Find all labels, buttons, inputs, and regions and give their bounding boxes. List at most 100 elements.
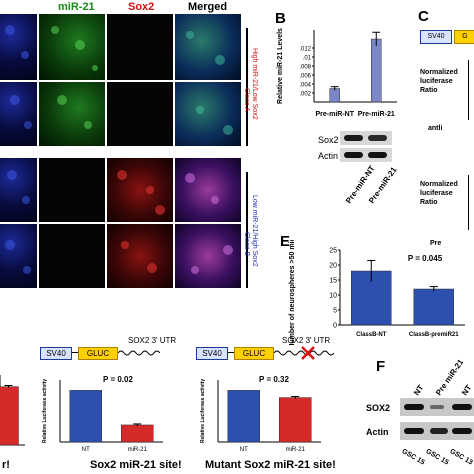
micrograph-mir21-b1 [39,158,105,222]
panel-c-xcut-2: Pre [430,240,442,247]
panel-e-letter: E [280,233,291,250]
y-axis-label: Relative Luciferase activity [42,379,48,443]
sox2-column-label: Sox2 [128,1,155,13]
micrograph-sox2-a2 [107,82,173,146]
panel-b-chart: .002 .004 .006 .008 .01 .012 Relative miR-21 L… [277,28,397,118]
x-tick-label: NT [82,447,90,453]
y-tick-label: 0 [333,323,337,330]
construct-mutant: SV40 GLUC [196,345,336,361]
micrograph-mir21-b2 [39,224,105,288]
y-axis-label: Relative Luciferase activity [200,379,206,443]
bar [0,386,19,446]
p-value-annotation: P = 0.045 [408,254,443,263]
x-tick-label: Pre-miR-NT [315,111,354,118]
y-axis-label: Relative miR-21 Levels [277,28,284,104]
x-tick-label: NT [240,447,248,453]
class-a-label: Class A [243,88,250,112]
blot-f-actin-strip [400,422,474,440]
panel-d-right-chart: Relative Luciferase activity NT miR-21 P = … [200,375,321,453]
panel-c-xcut-1: antli [428,125,443,132]
y-axis-label: Number of neurospheres >50 micron [289,240,296,345]
sv40-box: SV40 [40,347,72,360]
panel-e-chart: 0 5 10 15 20 25 Number of neurospheres >50 mic… [289,240,465,345]
micrograph-mir21-a2 [39,82,105,146]
panel-d-left-caption: r! [2,459,10,471]
panel-d-left-chart [0,375,25,446]
class-a-sublabel: High miR-21/Low Sox2 [251,48,258,120]
blot-f-lane3-label: NT [460,383,474,398]
x-tick-label: miR-21 [128,447,148,453]
micrograph-merged-b1 [175,158,241,222]
utr-wave-mutant [274,346,335,360]
blot-f-sox2-label: SOX2 [366,403,391,413]
blot-b-sox2-label: Sox2 [318,135,339,145]
micrograph-dapi-b2 [0,224,37,288]
blot-f-gsc2-label: GSC 15 [424,448,450,467]
panel-d-right-caption: Mutant Sox2 miR-21 site! [205,459,336,471]
y-tick-label: .012 [299,47,311,53]
micrograph-dapi-b1 [0,158,37,222]
panel-c-axis-2 [468,175,469,230]
micrograph-dapi-a1 [0,14,37,80]
micrograph-dapi-a2 [0,82,37,146]
construct-wildtype: SV40 GLUC [40,345,160,361]
sv40-box: SV40 [196,347,228,360]
panel-d-mid-chart: Relative Luciferase activity NT miR-21 P = … [42,375,163,453]
y-tick-label: 25 [329,248,337,255]
panel-c-construct: SV40 G [420,30,474,44]
merged-column-label: Merged [188,1,228,13]
y-tick-label: .004 [299,83,311,89]
micrograph-sox2-a1 [107,14,173,80]
panel-c-axis-1 [468,60,469,120]
utr-wave [118,350,160,356]
bar [279,397,312,443]
panel-c-ylabel-2: Normalized luciferase Ratio [420,181,458,206]
panel-c-ylabel-1: Normalized luciferase Ratio [420,69,458,94]
blot-f-gsc1-label: GSC 15 [400,448,426,467]
blot-f-lane1-label: NT [412,383,426,398]
bar [371,38,382,103]
y-tick-label: 20 [329,263,337,270]
construct2-utr-label: SOX2 3' UTR [282,336,331,345]
blot-b-actin-label: Actin [318,151,339,161]
y-tick-label: 15 [329,278,337,285]
construct1-utr-label: SOX2 3' UTR [128,336,177,345]
panel-c-letter: C [418,8,429,25]
panel-b-letter: B [275,10,286,27]
gluc-box: GLUC [78,347,118,360]
micrograph-merged-b2 [175,224,241,288]
p-value-annotation: P = 0.32 [259,375,289,384]
x-tick-label: miR-21 [286,447,306,453]
blot-f-actin-label: Actin [366,427,389,437]
panel-f-letter: F [376,358,386,375]
gluc-box: GLUC [234,347,274,360]
micrograph-merged-a1 [175,14,241,80]
y-tick-label: .002 [299,92,311,98]
x-tick-label: ClassB-premiR21 [409,332,459,338]
x-tick-label: ClassB-NT [356,332,387,338]
x-tick-label: Pre-miR-21 [358,111,395,118]
class-b-label: Class B [243,232,250,257]
y-tick-label: 10 [329,293,337,300]
y-tick-label: .006 [299,74,311,80]
cell-speckles [5,25,233,274]
class-a-bracket [246,28,248,146]
bar [413,288,454,326]
y-tick-label: 5 [333,308,337,315]
blot-b-actin-strip [340,148,392,162]
p-value-annotation: P = 0.02 [103,375,133,384]
blot-f-gsc3-label: GSC 13 [448,448,474,467]
y-tick-label: .01 [303,56,312,62]
blot-f-sox2-strip [400,398,474,416]
y-tick-label: .008 [299,65,311,71]
bar [69,390,102,443]
gluc-box: G [454,30,474,44]
blot-b-sox2-strip [340,131,392,145]
bar [121,424,154,443]
micrograph-sox2-b2 [107,224,173,288]
panel-d-mid-caption: Sox2 miR-21 site! [90,459,182,471]
class-b-bracket [246,172,248,288]
mir21-column-label: miR-21 [58,1,95,13]
sv40-box: SV40 [420,30,452,44]
bar [329,88,340,103]
